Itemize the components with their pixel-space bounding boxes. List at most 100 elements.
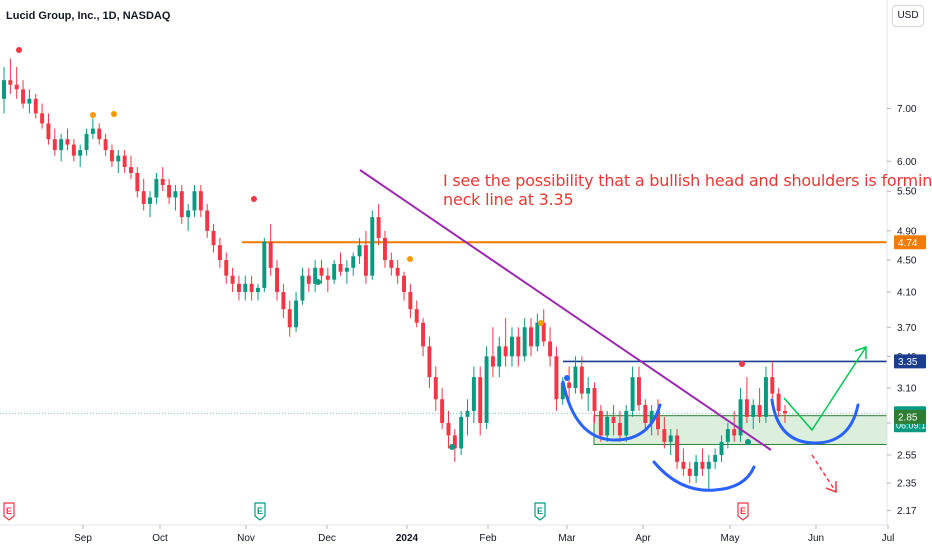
downtrend-line [359, 169, 772, 451]
candle-body [719, 441, 724, 456]
candle-body [605, 416, 610, 436]
projection-path [783, 346, 867, 432]
candle-body [636, 377, 641, 406]
y-tick-label: 4.10 [897, 288, 917, 299]
candle-body [433, 377, 438, 400]
projection-arrowhead [854, 345, 867, 359]
candle-body [478, 377, 483, 423]
candle-body [624, 410, 629, 436]
candle-body [497, 346, 502, 367]
candle-body [700, 461, 705, 469]
candle-body [78, 150, 83, 156]
candle-body [554, 356, 559, 400]
candle-body [357, 245, 362, 257]
candle-body [46, 123, 51, 140]
candle-body [325, 275, 330, 280]
candle-body [687, 468, 692, 476]
candle-body [97, 128, 102, 140]
candle-body [776, 393, 781, 411]
candle-body [662, 429, 667, 442]
candle-body [389, 260, 394, 268]
event-dot [739, 361, 745, 367]
candle-body [160, 178, 165, 186]
x-tick-label: Feb [479, 533, 497, 544]
candle-body [770, 377, 775, 394]
candle-body [541, 322, 546, 342]
candle-body [192, 191, 197, 211]
y-tick-label: 7.00 [897, 104, 917, 115]
event-dot [564, 375, 570, 381]
candle-body [751, 405, 756, 417]
candle-body [313, 267, 318, 284]
price-label-box [894, 354, 926, 369]
candle-body [141, 191, 146, 204]
candle-body [617, 422, 622, 436]
event-dot [745, 439, 751, 445]
candle-body [198, 191, 203, 211]
y-tick-label: 4.90 [897, 226, 917, 237]
annotation-text: I see the possibility that a bullish hea… [443, 171, 932, 209]
y-tick-label: 3.10 [897, 384, 917, 395]
candle-body [370, 217, 375, 276]
earnings-marker-label: E [257, 506, 263, 516]
candle-body [732, 429, 737, 436]
candle-body [84, 133, 89, 151]
currency-button[interactable]: USD [892, 5, 924, 27]
candle-body [65, 139, 70, 145]
candle-body [757, 405, 762, 417]
chart-title: Lucid Group, Inc., 1D, NASDAQ [6, 10, 171, 22]
candle-body [363, 245, 368, 276]
candle-body [306, 275, 311, 284]
candle-body [383, 237, 387, 261]
candle-body [573, 366, 578, 389]
candle-body [14, 84, 19, 90]
countdown-label: 06:09:14 [896, 420, 931, 430]
candle-body [224, 260, 229, 276]
left-shoulder-curve [561, 380, 662, 442]
x-tick-label: Dec [318, 533, 336, 544]
candle-body [8, 80, 13, 85]
candle-body [567, 382, 572, 389]
candle-body [351, 256, 356, 268]
price-label-box [894, 235, 926, 250]
event-dot [16, 47, 22, 53]
candle-body [243, 283, 248, 293]
candle-body [706, 461, 711, 469]
candle-body [427, 346, 432, 378]
candle-body [440, 399, 445, 423]
candle-body [446, 422, 451, 436]
candle-body [630, 377, 635, 411]
candle-body [148, 197, 153, 204]
y-tick-label: 6.00 [897, 157, 917, 168]
candle-body [402, 275, 406, 293]
candlesticks [2, 58, 787, 491]
candle-body [649, 410, 654, 423]
candle-body [2, 80, 6, 99]
annotation-line-2: neck line at 3.35 [443, 190, 574, 209]
candle-body [668, 435, 673, 442]
candle-body [586, 388, 591, 394]
x-tick-label: Jun [808, 533, 824, 544]
candle-body [598, 410, 603, 436]
event-dot [407, 256, 413, 262]
candle-body [71, 144, 76, 156]
candle-body [281, 292, 286, 310]
y-tick-label: 4.50 [897, 256, 917, 267]
candle-body [236, 283, 241, 293]
candle-body [529, 327, 533, 347]
event-dot [538, 320, 544, 326]
candle-body [179, 191, 184, 218]
candle-body [249, 283, 254, 293]
candle-body [452, 435, 457, 449]
event-dot [449, 444, 455, 450]
candle-body [459, 416, 464, 449]
x-tick-label: Sep [74, 533, 92, 544]
candle-body [611, 416, 616, 423]
horizontal-levels [0, 241, 887, 414]
candle-body [656, 410, 660, 430]
candle-body [465, 410, 470, 417]
candle-body [579, 366, 584, 394]
